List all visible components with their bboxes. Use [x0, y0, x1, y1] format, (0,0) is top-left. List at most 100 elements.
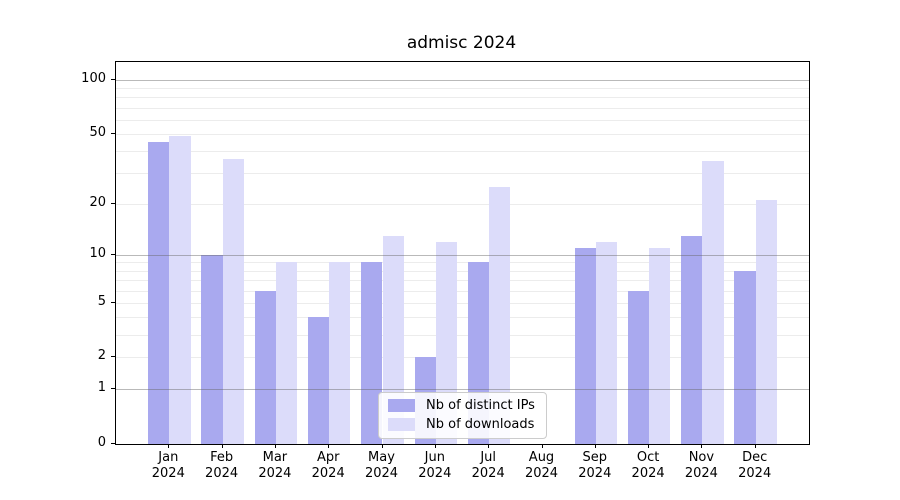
- gridline-minor-5: [116, 302, 809, 304]
- xtick-year: 2024: [151, 466, 185, 481]
- bar-distinct-ips-may: [361, 262, 383, 444]
- bar-distinct-ips-jan: [148, 142, 170, 444]
- xtick-month: Sep: [582, 450, 608, 465]
- legend-entry-distinct-ips: Nb of distinct IPs: [388, 398, 535, 413]
- ytick-mark-0: [111, 443, 115, 444]
- xtick-month: Jan: [158, 450, 179, 465]
- gridline-minor-7: [116, 280, 809, 281]
- gridline-minor-60: [116, 119, 809, 121]
- xtick-year: 2024: [631, 466, 665, 481]
- xtick-mark-sep: [594, 444, 596, 448]
- xtick-label-apr: Apr 2024: [300, 450, 356, 482]
- xtick-mark-apr: [328, 444, 330, 448]
- gridline-major-10: [116, 254, 809, 256]
- ytick-mark-1: [111, 388, 115, 390]
- xtick-mark-may: [381, 444, 383, 448]
- xtick-year: 2024: [311, 466, 345, 481]
- xtick-month: Mar: [262, 450, 288, 465]
- xtick-mark-dec: [754, 444, 756, 448]
- gridline-minor-80: [116, 97, 809, 99]
- gridline-minor-70: [116, 107, 809, 109]
- xtick-year: 2024: [524, 466, 559, 481]
- xtick-mark-jun: [434, 444, 436, 448]
- ytick-label-100: 100: [81, 71, 106, 86]
- xtick-month: Dec: [742, 450, 768, 465]
- bar-distinct-ips-apr: [307, 317, 330, 444]
- legend: Nb of distinct IPs Nb of downloads: [378, 392, 547, 439]
- ytick-label-2: 2: [97, 348, 106, 364]
- ytick-label-0: 0: [97, 435, 106, 450]
- xtick-month: Jun: [424, 450, 445, 465]
- bar-downloads-may: [382, 235, 404, 444]
- gridline-minor-50: [116, 133, 809, 135]
- ytick-label-10: 10: [89, 245, 106, 261]
- chart-title: admisc 2024: [406, 33, 517, 53]
- xtick-year: 2024: [418, 466, 452, 481]
- ytick-label-1: 1: [97, 380, 106, 396]
- gridline-minor-6: [116, 290, 809, 292]
- xtick-mark-jan: [168, 444, 170, 448]
- xtick-month: May: [368, 450, 395, 465]
- xtick-label-mar: Mar 2024: [247, 450, 303, 482]
- ytick-label-50: 50: [89, 124, 106, 140]
- bar-distinct-ips-feb: [201, 254, 223, 444]
- ytick-mark-50: [111, 132, 115, 134]
- gridline-minor-3: [116, 334, 809, 336]
- legend-swatch-downloads: [388, 418, 415, 431]
- xtick-label-nov: Nov 2024: [673, 450, 729, 482]
- gridline-minor-40: [116, 151, 809, 153]
- ytick-mark-20: [111, 202, 115, 204]
- legend-label-distinct-ips: Nb of distinct IPs: [426, 398, 535, 413]
- bar-downloads-apr: [329, 262, 351, 444]
- gridline-minor-30: [116, 173, 809, 175]
- xtick-mark-oct: [648, 444, 650, 448]
- gridline-minor-90: [116, 88, 809, 90]
- xtick-label-jul: Jul 2024: [460, 450, 516, 482]
- xtick-label-may: May 2024: [354, 450, 410, 482]
- xtick-year: 2024: [471, 466, 505, 481]
- gridline-minor-4: [116, 317, 809, 319]
- ytick-label-20: 20: [89, 194, 106, 210]
- xtick-mark-aug: [541, 444, 543, 448]
- xtick-month: Feb: [210, 450, 234, 465]
- xtick-mark-nov: [701, 444, 703, 448]
- bar-downloads-jan: [169, 135, 191, 444]
- gridline-minor-9: [116, 262, 809, 264]
- xtick-year: 2024: [364, 466, 399, 481]
- gridline-minor-20: [116, 203, 809, 205]
- xtick-label-aug: Aug 2024: [514, 450, 570, 482]
- xtick-year: 2024: [738, 466, 772, 481]
- gridline-minor-8: [116, 270, 809, 272]
- xtick-mark-mar: [274, 444, 276, 448]
- gridline-minor-2: [116, 357, 809, 359]
- xtick-year: 2024: [258, 466, 292, 481]
- ytick-mark-5: [111, 301, 115, 303]
- bar-downloads-mar: [275, 262, 298, 444]
- xtick-month: Aug: [528, 450, 555, 465]
- xtick-month: Jul: [480, 450, 497, 465]
- plot-area: Nb of distinct IPs Nb of downloads: [115, 61, 810, 445]
- bar-downloads-oct: [649, 248, 671, 444]
- xtick-label-jan: Jan 2024: [140, 450, 196, 482]
- xtick-year: 2024: [578, 466, 612, 481]
- bar-downloads-nov: [702, 161, 724, 444]
- legend-label-downloads: Nb of downloads: [426, 417, 535, 432]
- xtick-year: 2024: [205, 466, 239, 481]
- ytick-mark-100: [111, 79, 115, 80]
- bar-downloads-dec: [755, 200, 777, 444]
- xtick-label-feb: Feb 2024: [194, 450, 250, 482]
- xtick-month: Oct: [636, 450, 660, 465]
- bar-downloads-sep: [595, 241, 618, 444]
- xtick-label-oct: Oct 2024: [620, 450, 676, 482]
- bar-distinct-ips-sep: [574, 248, 596, 444]
- bar-distinct-ips-dec: [734, 270, 756, 444]
- ytick-mark-2: [111, 356, 115, 358]
- gridline-major-1: [116, 389, 809, 391]
- bar-downloads-jul: [489, 187, 511, 444]
- bar-distinct-ips-oct: [627, 290, 650, 444]
- legend-swatch-distinct-ips: [388, 399, 415, 412]
- bar-downloads-feb: [222, 159, 244, 444]
- xtick-label-sep: Sep 2024: [567, 450, 623, 482]
- xtick-mark-jul: [488, 444, 490, 448]
